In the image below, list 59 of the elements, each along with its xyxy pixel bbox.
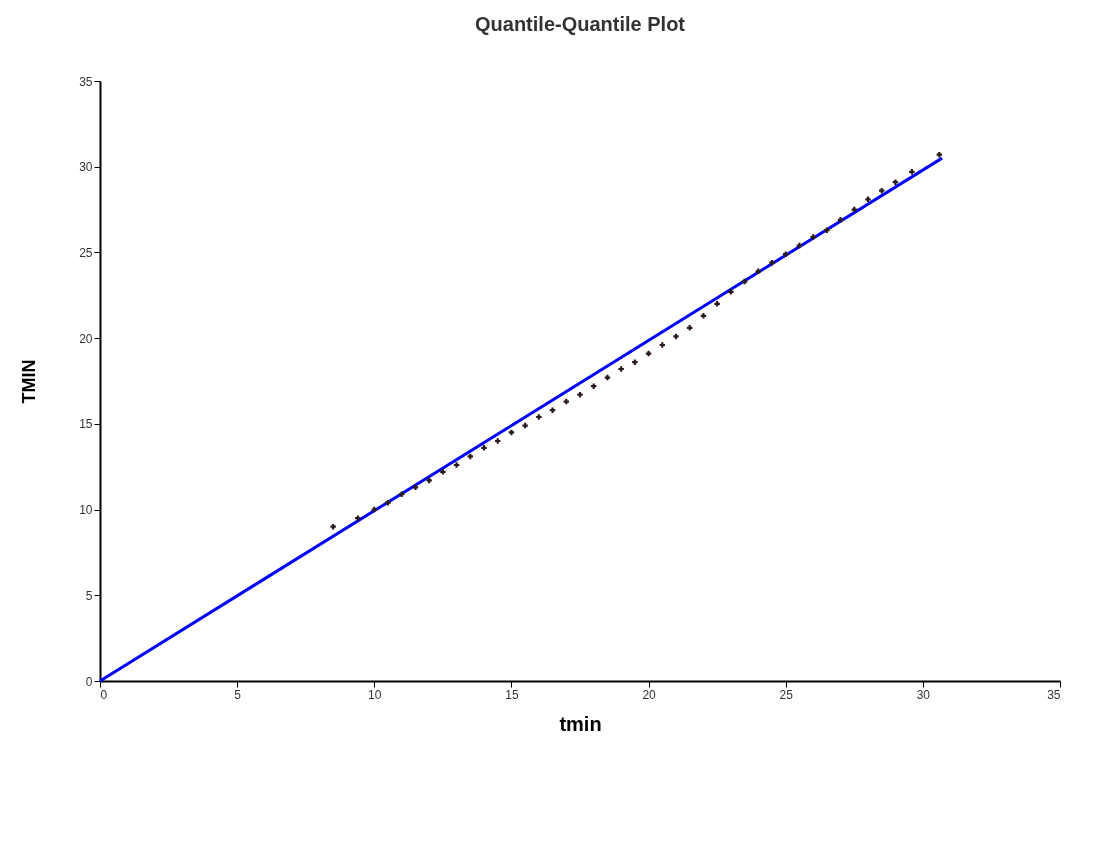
point [741, 278, 748, 285]
x-axis-title: tmin [559, 712, 602, 735]
x-tick-label: 35 [1047, 687, 1061, 702]
x-tick-label: 15 [505, 687, 519, 702]
point [481, 445, 487, 451]
point [494, 438, 501, 444]
x-tick-label: 30 [916, 687, 931, 702]
x-tick-label: 10 [368, 687, 382, 702]
point [686, 325, 693, 331]
point [837, 217, 844, 223]
point [824, 227, 830, 233]
y-tick-label: 20 [79, 331, 93, 346]
chart-title: Quantile-Quantile Plot [474, 13, 686, 35]
point [851, 206, 858, 213]
y-tick-label: 10 [79, 503, 93, 518]
x-tick-label: 5 [234, 687, 242, 702]
point [673, 333, 679, 340]
y-tick-label: 35 [79, 74, 93, 89]
point [467, 453, 474, 460]
point [522, 422, 528, 429]
point [632, 359, 638, 365]
point [909, 169, 915, 175]
point [865, 196, 871, 203]
y-tick-label: 0 [85, 674, 93, 689]
point [453, 462, 460, 468]
point [371, 506, 378, 513]
point [412, 484, 419, 491]
point [796, 242, 803, 249]
point [563, 398, 570, 405]
point [426, 477, 432, 484]
point [577, 391, 583, 398]
point [782, 251, 789, 257]
point [385, 499, 391, 506]
point [659, 342, 666, 348]
point [355, 515, 361, 521]
point [618, 366, 624, 372]
y-tick-label: 25 [79, 245, 93, 260]
y-tick-label: 15 [79, 417, 93, 432]
point [714, 301, 720, 307]
point [330, 523, 336, 530]
y-axis-title: TMIN [19, 359, 40, 404]
point [810, 234, 816, 240]
point [769, 259, 775, 266]
point [590, 383, 597, 389]
x-tick-label: 25 [779, 687, 794, 702]
x-tick-label: 0 [100, 687, 108, 702]
y-tick-label: 30 [79, 160, 93, 175]
point [536, 414, 542, 420]
point [700, 313, 707, 319]
x-tick-label: 20 [642, 687, 657, 702]
point [604, 374, 611, 381]
point [398, 491, 405, 497]
y-tick-label: 5 [85, 588, 93, 603]
point [508, 429, 515, 436]
point [892, 179, 899, 185]
point [645, 350, 652, 357]
point [728, 289, 734, 295]
point [549, 407, 556, 413]
point [440, 469, 446, 475]
